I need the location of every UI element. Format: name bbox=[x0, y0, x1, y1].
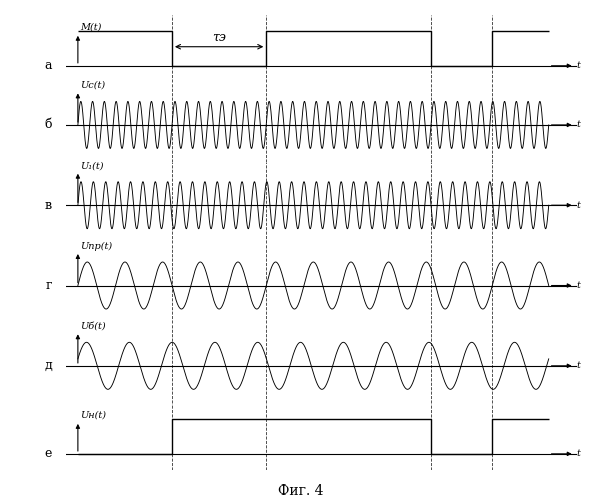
Text: t: t bbox=[577, 450, 581, 458]
Text: Uс(t): Uс(t) bbox=[81, 81, 105, 90]
Text: U₁(t): U₁(t) bbox=[81, 161, 104, 170]
Text: Uпр(t): Uпр(t) bbox=[81, 242, 112, 250]
Text: τэ: τэ bbox=[212, 31, 226, 44]
Text: в: в bbox=[45, 198, 52, 211]
Text: t: t bbox=[577, 281, 581, 290]
Text: д: д bbox=[44, 360, 52, 372]
Text: t: t bbox=[577, 362, 581, 370]
Text: г: г bbox=[46, 279, 52, 292]
Text: Uб(t): Uб(t) bbox=[81, 322, 106, 331]
Text: t: t bbox=[577, 62, 581, 70]
Text: б: б bbox=[44, 118, 52, 132]
Text: е: е bbox=[44, 448, 52, 460]
Text: M(t): M(t) bbox=[81, 22, 102, 31]
Text: Uн(t): Uн(t) bbox=[81, 410, 106, 419]
Text: а: а bbox=[44, 60, 52, 72]
Text: t: t bbox=[577, 120, 581, 130]
Text: Фиг. 4: Фиг. 4 bbox=[278, 484, 323, 498]
Text: t: t bbox=[577, 200, 581, 209]
